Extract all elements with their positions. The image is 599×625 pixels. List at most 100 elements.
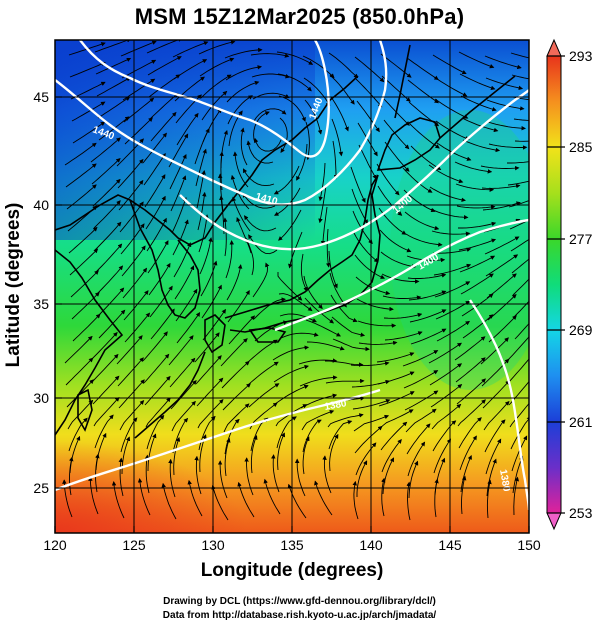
streamline [287, 483, 307, 519]
streamline [117, 158, 144, 189]
streamline [433, 263, 472, 276]
streamline [68, 417, 88, 452]
streamline [253, 137, 282, 152]
streamline [248, 234, 278, 255]
streamline [200, 260, 218, 297]
streamline [511, 258, 529, 274]
streamline [484, 419, 506, 453]
streamline [168, 335, 194, 366]
y-tick-label: 45 [33, 89, 49, 105]
streamline [72, 313, 101, 342]
streamline [123, 290, 149, 321]
streamline [273, 364, 309, 383]
streamline [240, 127, 248, 166]
streamline [454, 161, 493, 174]
streamline [381, 477, 386, 517]
streamline [459, 255, 496, 273]
streamline [314, 480, 333, 516]
streamline [509, 402, 529, 428]
streamline [64, 335, 93, 364]
streamline [253, 297, 286, 320]
streamline [277, 432, 286, 471]
streamline [97, 287, 125, 317]
coastline-china-east [55, 249, 124, 436]
streamline [72, 121, 106, 144]
streamline [171, 197, 187, 234]
streamline [305, 121, 311, 161]
streamline [120, 40, 157, 57]
streamline [488, 143, 528, 150]
streamline [279, 313, 317, 323]
streamline [324, 360, 364, 367]
streamline [71, 291, 100, 320]
streamline [278, 293, 313, 312]
streamline [462, 314, 494, 339]
streamline [196, 377, 224, 407]
streamline [98, 309, 126, 339]
contour-1 [79, 40, 330, 158]
streamline [304, 297, 335, 324]
streamline [354, 56, 385, 83]
colorbar: 293 285 277 269 261 253 [546, 38, 593, 531]
streamline [146, 414, 165, 450]
x-tick-label: 135 [280, 537, 304, 553]
streamline [195, 148, 207, 187]
streamline [144, 375, 171, 406]
streamline [120, 417, 138, 453]
streamline [245, 237, 254, 276]
streamline [296, 143, 308, 181]
streamline [305, 319, 342, 337]
streamline [302, 419, 322, 453]
streamline [435, 120, 470, 141]
streamline [488, 315, 517, 343]
streamline [354, 254, 386, 279]
streamline [148, 74, 181, 98]
streamline [150, 111, 177, 142]
contour-label-7: 1380 [497, 469, 512, 493]
streamline [404, 390, 439, 411]
streamline [145, 195, 166, 230]
streamline [355, 78, 383, 108]
streamline [242, 192, 276, 209]
streamline [246, 140, 274, 164]
streamline [233, 151, 249, 188]
x-tick-label: 125 [122, 537, 146, 553]
streamline [355, 276, 391, 296]
streamline [482, 201, 521, 211]
streamline [383, 119, 410, 150]
streamline [236, 217, 252, 254]
streamline [402, 167, 433, 193]
streamline [142, 132, 167, 164]
streamline [176, 112, 199, 146]
streamline [329, 433, 339, 472]
streamline [458, 221, 497, 229]
streamline [350, 361, 390, 367]
streamline [330, 294, 358, 323]
streamline [91, 157, 121, 185]
x-axis-label: Longitude (degrees) [200, 560, 384, 581]
streamline [195, 355, 222, 385]
streamline [358, 144, 377, 180]
streamline [247, 361, 279, 386]
streamline [301, 409, 335, 431]
streamline [486, 99, 525, 111]
streamline [169, 357, 196, 388]
streamline [172, 41, 209, 58]
streamline [430, 384, 463, 408]
streamline [435, 300, 471, 320]
streamline [327, 413, 364, 428]
streamline [65, 357, 94, 386]
streamline [304, 99, 323, 135]
streamline [294, 458, 306, 497]
streamline [484, 236, 520, 255]
streamline [330, 96, 349, 132]
streamline [95, 57, 132, 75]
streamline [199, 237, 213, 275]
streamline [279, 117, 288, 153]
colorbar-top-triangle [546, 38, 562, 57]
streamline [219, 195, 225, 235]
streamline [174, 265, 195, 300]
streamline [198, 415, 216, 451]
streamline [278, 95, 306, 122]
colorbar-body [546, 55, 562, 514]
